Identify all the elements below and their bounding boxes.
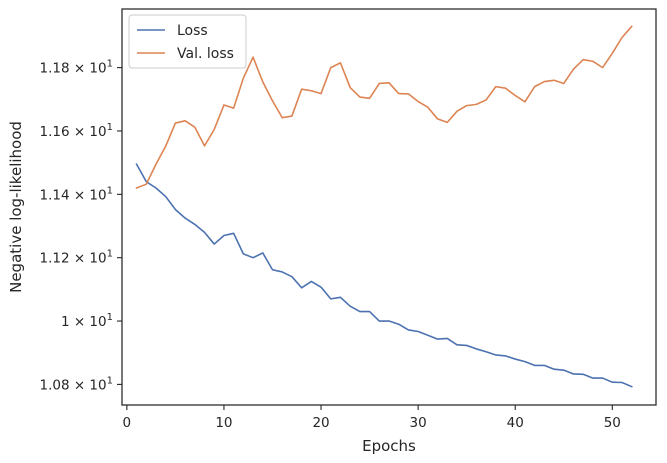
y-tick-label: 1.14 × 101	[39, 185, 113, 203]
x-axis-label: Epochs	[362, 437, 416, 455]
y-tick-label: 1.18 × 101	[39, 59, 113, 77]
y-tick-label: 1.12 × 101	[39, 249, 113, 267]
y-tick-label: 1.16 × 101	[39, 122, 113, 140]
legend-label-val-loss: Val. loss	[177, 46, 234, 62]
x-tick-label: 40	[507, 415, 524, 431]
axis-ticks: 0 10 20 30 40 50 1.08 × 101 1 × 101 1.12 × 101 1.…	[39, 59, 620, 431]
legend-box	[128, 14, 247, 69]
x-tick-label: 20	[312, 415, 329, 431]
y-tick-label: 1.08 × 101	[39, 375, 113, 393]
y-axis-label: Negative log-likelihood	[7, 121, 25, 293]
legend: Loss Val. loss	[128, 14, 247, 69]
x-tick-label: 50	[604, 415, 621, 431]
x-tick-label: 0	[123, 415, 132, 431]
series-line-val-loss	[135, 25, 633, 190]
x-tick-label: 10	[215, 415, 232, 431]
y-tick-label: 1 × 101	[61, 312, 113, 330]
x-tick-label: 30	[410, 415, 427, 431]
plot-area	[135, 25, 633, 388]
legend-label-loss: Loss	[177, 23, 208, 39]
series-line-loss	[135, 163, 633, 388]
plot-frame	[121, 8, 657, 406]
